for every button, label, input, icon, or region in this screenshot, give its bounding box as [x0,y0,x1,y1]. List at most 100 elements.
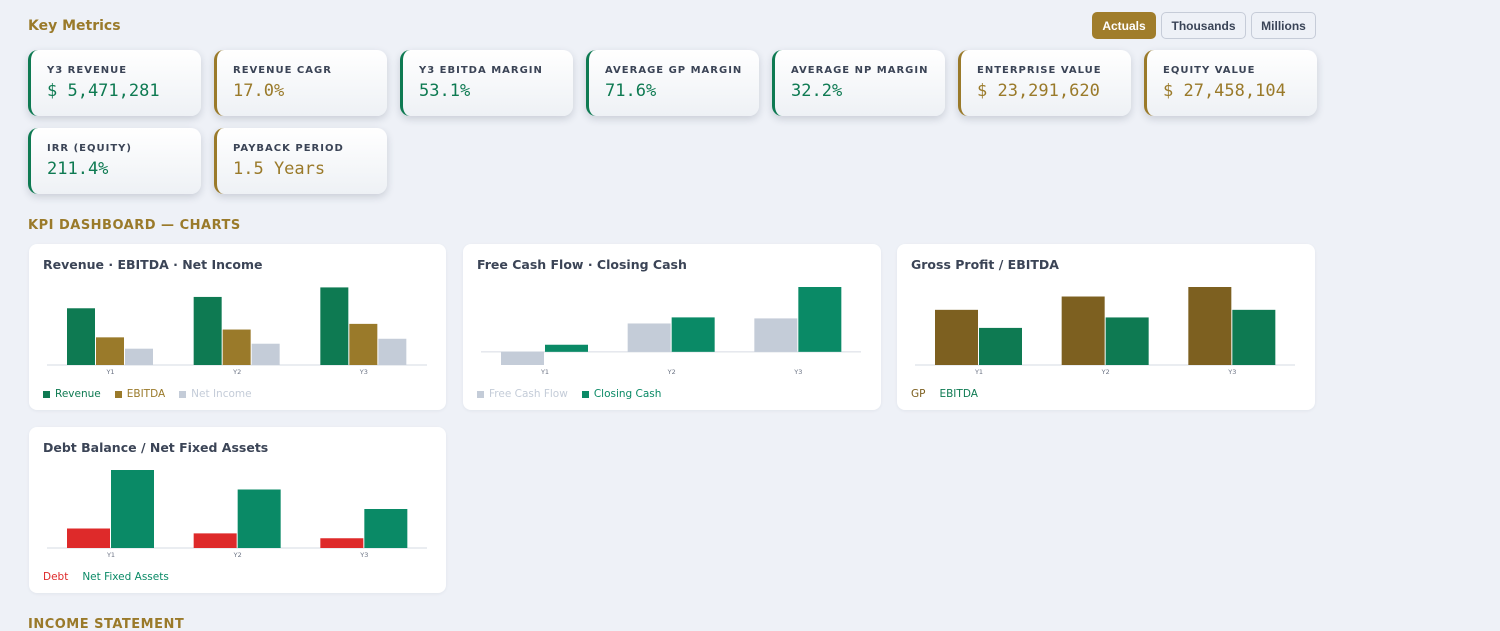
metric-card-payback-period: PAYBACK PERIOD 1.5 Years [214,128,387,194]
x-tick-label: Y3 [359,551,368,559]
metric-value: 1.5 Years [233,159,326,179]
metric-card-average-np-margin: AVERAGE NP MARGIN 32.2% [772,50,945,116]
metric-value: $ 27,458,104 [1163,81,1286,101]
legend-item-free-cash-flow: Free Cash Flow [477,388,568,400]
bar-closing-cash-y3 [798,287,842,352]
bar-ebitda-y1 [979,327,1022,365]
metric-label: IRR (EQUITY) [47,143,132,154]
x-tick-label: Y1 [974,368,983,376]
chart-title: Debt Balance / Net Fixed Assets [43,440,269,455]
metric-label: EQUITY VALUE [1163,65,1256,76]
metric-label: AVERAGE NP MARGIN [791,65,929,76]
legend-label: Revenue [55,388,101,400]
metric-label: Y3 EBITDA MARGIN [419,65,543,76]
legend-item-gp: GP [911,388,925,400]
legend-swatch [581,390,589,398]
metric-value: $ 5,471,281 [47,81,160,101]
metric-card-average-gp-margin: AVERAGE GP MARGIN 71.6% [586,50,759,116]
metric-value: 53.1% [419,81,471,101]
x-tick-label: Y2 [232,368,241,376]
chart-debt-net-fixed-assets: Y1 Y2 Y3 [47,470,427,559]
thousands-button[interactable]: Thousands [1161,12,1246,39]
legend-label: Net Fixed Assets [82,571,169,583]
bar-ebitda-y3 [349,323,378,365]
bar-gp-y2 [1061,296,1105,365]
metric-value: $ 23,291,620 [977,81,1100,101]
kpi-dashboard-title: KPI DASHBOARD — CHARTS [28,218,241,233]
bar-free-cash-flow-y2 [627,323,671,352]
legend-label: EBITDA [126,388,166,400]
legend-item-revenue: Revenue [43,388,101,400]
chart-card-free-cash-flow-closing-cash: Free Cash Flow · Closing Cash Y1 Y2 Y3 Fre… [463,244,881,410]
legend-swatch [43,390,50,398]
legend-item-closing-cash: Closing Cash [581,388,661,400]
metric-card-irr-equity: IRR (EQUITY) 211.4% [28,128,201,194]
metric-card-y3-revenue: Y3 REVENUE $ 5,471,281 [28,50,201,116]
bar-free-cash-flow-y3 [754,318,798,352]
legend-item-net-income: Net Income [179,388,252,400]
legend-label: Debt [43,571,69,583]
legend-item-net-fixed-assets: Net Fixed Assets [82,571,169,583]
bar-net-income-y1 [125,348,153,365]
bar-ebitda-y2 [1105,317,1149,365]
x-tick-label: Y3 [1227,368,1236,376]
unit-toggle: Actuals Thousands Millions [1092,12,1316,39]
bar-ebitda-y2 [222,329,251,365]
actuals-button[interactable]: Actuals [1092,12,1156,39]
metric-label: ENTERPRISE VALUE [977,65,1102,76]
chart-legend: GP EBITDA [911,388,978,400]
bar-ebitda-y3 [1232,309,1276,365]
bar-net-income-y2 [251,343,280,365]
x-tick-label: Y1 [540,368,549,376]
metric-value: 17.0% [233,81,285,101]
bar-debt-y3 [320,538,364,548]
legend-swatch [114,390,122,398]
bar-debt-y2 [193,533,237,548]
metric-label: Y3 REVENUE [47,65,128,76]
key-metrics-title: Key Metrics [28,18,121,34]
legend-swatch [477,390,484,398]
x-tick-label: Y2 [1101,368,1110,376]
x-tick-label: Y1 [105,368,114,376]
metric-value: 32.2% [791,81,843,101]
bar-net-fixed-assets-y2 [237,489,281,548]
chart-card-revenue-ebitda-net-income: Revenue · EBITDA · Net Income Y1 Y2 Y3 Rev… [29,244,446,410]
metric-card-y3-ebitda-margin: Y3 EBITDA MARGIN 53.1% [400,50,573,116]
legend-item-debt: Debt [43,571,68,583]
chart-legend: Revenue EBITDA Net Income [43,388,252,400]
metric-label: AVERAGE GP MARGIN [605,65,743,76]
chart-card-debt-net-fixed-assets: Debt Balance / Net Fixed Assets Y1 Y2 Y3 D… [29,427,446,593]
metric-label: REVENUE CAGR [233,65,332,76]
chart-revenue-ebitda-net-income: Y1 Y2 Y3 [47,287,427,376]
chart-title: Free Cash Flow · Closing Cash [477,257,687,272]
legend-item-ebitda: EBITDA [939,388,977,400]
millions-button[interactable]: Millions [1251,12,1316,39]
metric-value: 211.4% [47,159,109,179]
x-tick-label: Y2 [233,551,242,559]
metric-card-equity-value: EQUITY VALUE $ 27,458,104 [1144,50,1317,116]
chart-card-gross-profit-ebitda: Gross Profit / EBITDA Y1 Y2 Y3 GP EBITDA [897,244,1315,410]
legend-label: Net Income [191,388,252,400]
bar-closing-cash-y2 [671,317,715,352]
chart-legend: Debt Net Fixed Assets [43,571,169,583]
bar-net-income-y3 [378,338,407,365]
legend-swatch [179,390,187,398]
metric-card-enterprise-value: ENTERPRISE VALUE $ 23,291,620 [958,50,1131,116]
x-tick-label: Y3 [359,368,368,376]
bar-revenue-y2 [193,296,222,365]
bar-gp-y1 [935,309,978,365]
bar-ebitda-y1 [96,337,124,365]
bar-debt-y1 [67,528,110,548]
x-tick-label: Y2 [667,368,676,376]
bar-closing-cash-y1 [545,344,588,352]
metric-card-revenue-cagr: REVENUE CAGR 17.0% [214,50,387,116]
legend-label: GP [911,388,926,400]
legend-label: Free Cash Flow [489,388,568,400]
chart-gross-profit-ebitda: Y1 Y2 Y3 [915,287,1295,376]
chart-free-cash-flow-closing-cash: Y1 Y2 Y3 [481,287,861,376]
metric-label: PAYBACK PERIOD [233,143,344,154]
x-tick-label: Y3 [793,368,802,376]
bar-gp-y3 [1188,287,1232,365]
legend-item-ebitda: EBITDA [114,388,166,400]
bar-revenue-y1 [67,308,95,365]
